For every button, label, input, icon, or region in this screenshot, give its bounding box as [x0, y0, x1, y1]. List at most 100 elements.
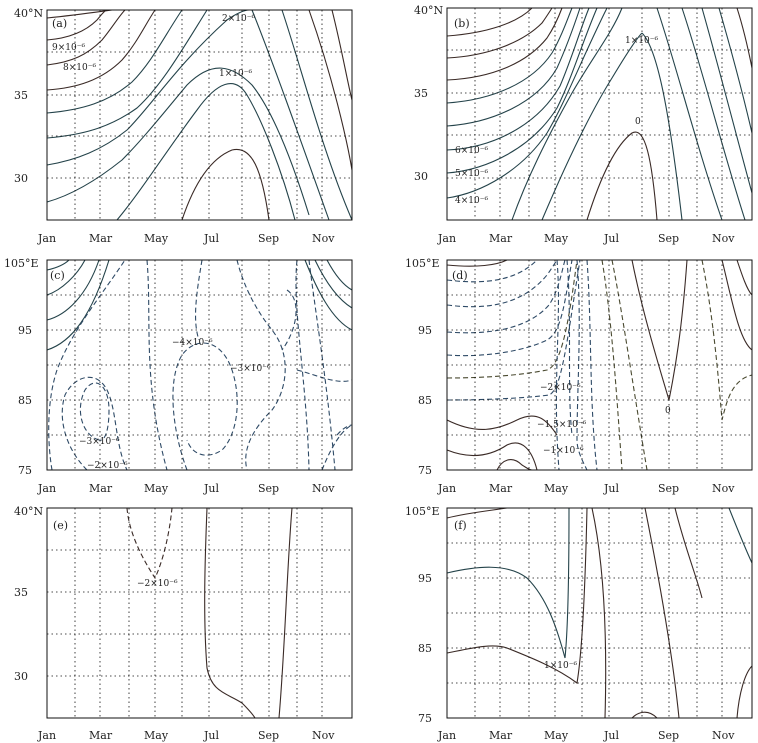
contour-line	[204, 507, 256, 719]
y-tick-label: 95	[18, 324, 32, 337]
x-tick-label: Nov	[712, 729, 735, 742]
contour-line	[446, 7, 573, 104]
contour-line	[46, 259, 86, 296]
contour-line	[446, 259, 578, 379]
grid	[447, 8, 752, 220]
panel-b: (b) 1×10⁻⁶ 0 6×10⁻⁶ 5×10⁻⁶ 4×10⁻⁶	[446, 7, 753, 221]
contour-line	[296, 369, 353, 382]
contour-line	[446, 507, 570, 659]
panel-c: (c) −4×10⁻⁶ −3×10⁻⁶ −3×10⁻⁶ −2×10⁻⁶	[46, 259, 353, 471]
x-tick-label: Mar	[489, 729, 513, 742]
contour-line	[446, 259, 508, 267]
x-tick-label: May	[144, 729, 169, 742]
x-axis-labels: Jan Mar May Jul Sep Nov	[37, 482, 335, 495]
x-tick-label: May	[544, 729, 569, 742]
contour-line	[146, 259, 168, 471]
contour-line	[555, 259, 560, 471]
contour-line	[446, 507, 588, 684]
x-tick-label: Mar	[89, 729, 113, 742]
contour-label: 1×10⁻⁶	[219, 69, 252, 79]
contour-line	[611, 259, 648, 471]
panel-label: (c)	[50, 269, 65, 282]
contour-line	[446, 507, 508, 519]
contour-line	[446, 7, 553, 59]
y-tick-label: 75	[418, 712, 432, 725]
x-tick-label: Jul	[203, 482, 219, 495]
x-axis-labels: Jan Mar May Jul Sep Nov	[437, 232, 735, 245]
contour-line	[718, 7, 753, 134]
y-tick-label: 85	[418, 642, 432, 655]
y-tick-label: 105°E	[405, 505, 440, 518]
x-tick-label: Sep	[258, 729, 279, 742]
contour-label: 0	[635, 117, 641, 127]
contour-line	[446, 259, 573, 357]
contour-line	[61, 376, 128, 471]
contour-line	[281, 9, 353, 221]
contour-line	[46, 259, 100, 321]
contour-line	[446, 7, 598, 174]
contour-line	[446, 7, 590, 151]
contour-line	[601, 259, 623, 471]
contour-line	[46, 9, 208, 139]
x-axis-labels: Jan Mar May Jul Sep Nov	[437, 729, 735, 742]
x-tick-label: Mar	[89, 482, 113, 495]
grid	[447, 508, 752, 718]
plot-frame	[446, 7, 753, 221]
y-tick-label: 40°N	[14, 7, 43, 20]
y-axis-labels: 75 85 95 105°E	[4, 257, 39, 477]
grid	[47, 10, 352, 220]
y-tick-label: 95	[418, 324, 432, 337]
contour-line	[314, 259, 353, 309]
contour-line	[46, 9, 113, 19]
y-tick-label: 30	[14, 172, 28, 185]
contour-line	[631, 711, 658, 719]
y-axis-labels: 30 35 40°N	[414, 4, 443, 183]
contour-line	[46, 67, 310, 216]
contour-label: −2×10⁻⁶	[87, 461, 128, 471]
contour-lines	[46, 9, 353, 221]
contour-label: 4×10⁻⁶	[455, 196, 488, 206]
contour-label: −4×10⁻⁶	[172, 338, 213, 348]
contour-line	[446, 259, 558, 308]
y-tick-label: 35	[14, 586, 28, 599]
x-tick-label: Jan	[37, 232, 56, 245]
grid	[447, 260, 752, 470]
contour-line	[446, 259, 538, 283]
contour-line	[304, 259, 353, 331]
contour-lines	[126, 507, 293, 719]
contour-line	[541, 32, 643, 221]
contour-line	[736, 259, 753, 296]
contour-label: 8×10⁻⁶	[63, 63, 96, 73]
contour-line	[172, 342, 238, 471]
x-tick-label: Nov	[712, 482, 735, 495]
contour-line	[281, 289, 297, 351]
x-tick-label: Jul	[203, 232, 219, 245]
contour-line	[701, 7, 753, 194]
panel-label: (e)	[53, 519, 68, 532]
y-tick-label: 75	[18, 464, 32, 477]
y-tick-label: 85	[18, 394, 32, 407]
y-tick-label: 35	[414, 87, 428, 100]
panel-label: (a)	[52, 17, 67, 30]
contour-label: 0	[665, 406, 671, 416]
contour-line	[674, 507, 703, 599]
x-tick-label: Nov	[712, 232, 735, 245]
y-axis-labels: 75 85 95 105°E	[405, 257, 440, 477]
contour-line	[576, 259, 588, 471]
x-tick-label: May	[544, 482, 569, 495]
contour-label: −2×10⁻⁶	[540, 383, 581, 393]
panel-d: (d) −2×10⁻⁶ −1.5×10⁻⁶ −1×10⁻⁶ 0	[446, 259, 753, 471]
x-tick-label: Sep	[658, 482, 679, 495]
x-axis-labels: Jan Mar May Jul Sep Nov	[437, 482, 735, 495]
contour-line	[46, 259, 70, 271]
contour-line	[586, 131, 658, 221]
contour-line	[701, 259, 753, 421]
y-tick-label: 85	[418, 394, 432, 407]
x-tick-label: May	[144, 232, 169, 245]
contour-line	[46, 9, 183, 114]
panel-label: (d)	[452, 269, 468, 282]
contour-line	[46, 9, 156, 91]
panel-f: (f) 1×10⁻⁶	[446, 507, 753, 719]
contour-line	[496, 459, 533, 471]
contour-line	[331, 9, 353, 101]
